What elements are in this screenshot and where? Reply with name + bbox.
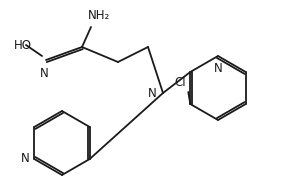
Text: N: N bbox=[21, 152, 29, 166]
Text: Cl: Cl bbox=[175, 75, 186, 88]
Text: NH₂: NH₂ bbox=[88, 9, 110, 22]
Text: HO: HO bbox=[14, 38, 32, 51]
Text: N: N bbox=[148, 87, 157, 100]
Text: N: N bbox=[40, 67, 48, 80]
Text: N: N bbox=[214, 62, 222, 75]
